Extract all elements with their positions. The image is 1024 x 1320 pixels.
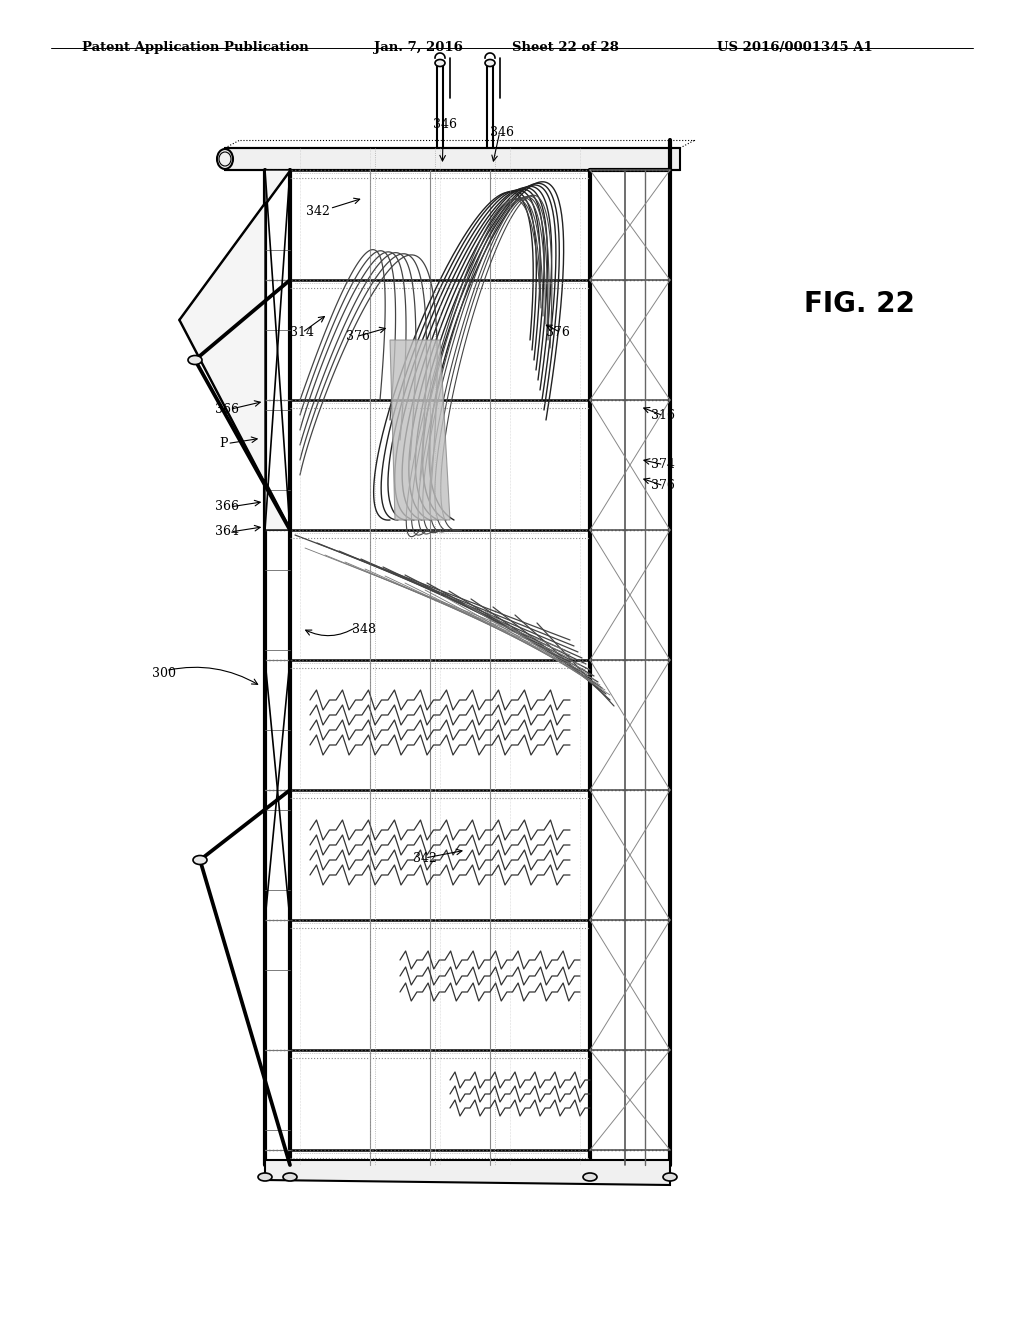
Ellipse shape: [193, 855, 207, 865]
Text: 342: 342: [413, 851, 437, 865]
Polygon shape: [390, 341, 450, 520]
Text: 376: 376: [546, 326, 570, 339]
Ellipse shape: [583, 1173, 597, 1181]
Text: 366: 366: [215, 500, 240, 513]
Polygon shape: [265, 1160, 670, 1185]
Ellipse shape: [258, 1173, 272, 1181]
Text: 346: 346: [489, 125, 514, 139]
Text: Jan. 7, 2016: Jan. 7, 2016: [374, 41, 463, 54]
Text: 316: 316: [650, 409, 675, 422]
Text: US 2016/0001345 A1: US 2016/0001345 A1: [717, 41, 872, 54]
Text: Patent Application Publication: Patent Application Publication: [82, 41, 308, 54]
Text: FIG. 22: FIG. 22: [804, 289, 914, 318]
Text: 376: 376: [650, 479, 675, 492]
Text: 364: 364: [215, 525, 240, 539]
Text: 346: 346: [433, 117, 458, 131]
Text: 314: 314: [290, 326, 314, 339]
Ellipse shape: [188, 355, 202, 364]
Ellipse shape: [283, 1173, 297, 1181]
Ellipse shape: [435, 59, 445, 66]
Ellipse shape: [663, 1173, 677, 1181]
Polygon shape: [180, 170, 290, 531]
Text: 342: 342: [305, 205, 330, 218]
Text: 376: 376: [346, 330, 371, 343]
Text: 374: 374: [650, 458, 675, 471]
Text: 366: 366: [215, 403, 240, 416]
Ellipse shape: [485, 59, 495, 66]
Text: P: P: [219, 437, 227, 450]
Text: Sheet 22 of 28: Sheet 22 of 28: [512, 41, 618, 54]
Ellipse shape: [217, 149, 233, 169]
Text: 300: 300: [152, 667, 176, 680]
Polygon shape: [225, 148, 680, 170]
Text: 348: 348: [351, 623, 376, 636]
